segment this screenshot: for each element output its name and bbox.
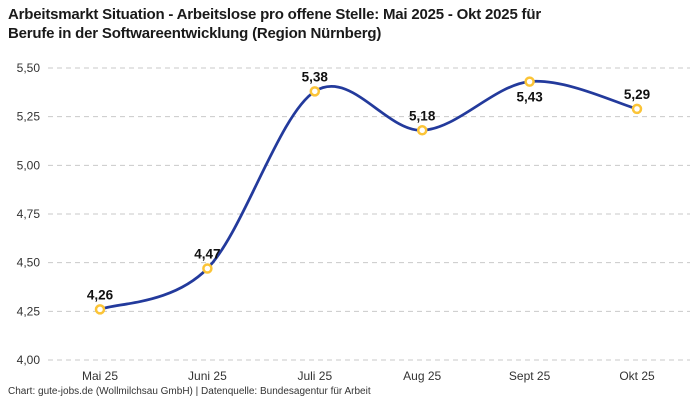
x-axis-tick-label: Okt 25 [619,369,655,383]
data-point-label: 5,38 [302,69,329,84]
data-point-label: 4,26 [87,287,114,302]
y-axis-tick-label: 4,00 [17,353,41,367]
y-axis-tick-label: 5,25 [17,110,41,124]
y-axis-tick-label: 5,50 [17,61,41,75]
chart-title: Arbeitsmarkt Situation - Arbeitslose pro… [8,5,541,43]
x-axis-tick-label: Aug 25 [403,369,441,383]
x-axis-tick-label: Mai 25 [82,369,118,383]
data-point-marker[interactable] [631,103,643,115]
trend-line [98,79,639,311]
data-point-label: 5,43 [516,90,543,105]
data-point-label: 5,29 [624,87,650,102]
x-axis-tick-label: Juli 25 [297,369,332,383]
data-point-marker[interactable] [524,76,535,87]
chart-title-line2: Berufe in der Softwareentwicklung (Regio… [8,25,382,43]
chart-footer: Chart: gute-jobs.de (Wollmilchsau GmbH) … [8,386,371,397]
y-axis-tick-label: 4,25 [17,304,41,318]
line-chart-plot-area: 4,00 4,25 4,50 4,75 5,00 5,25 5,50 Mai 25 Juni 2… [17,61,690,383]
chart-title-line1: Arbeitsmarkt Situation - Arbeitslose pro… [8,6,541,23]
data-point-label: 5,18 [409,108,436,123]
data-point-marker[interactable] [202,263,213,274]
data-point-marker[interactable] [309,86,321,97]
y-axis-tick-label: 4,50 [17,256,41,270]
x-axis-tick-label: Juni 25 [188,369,227,383]
data-point-marker[interactable] [416,125,428,136]
data-point-label: 4,47 [194,247,220,262]
x-axis-tick-label: Sept 25 [509,369,551,383]
y-axis-tick-label: 5,00 [17,158,41,172]
data-point-marker[interactable] [94,304,106,315]
y-axis-tick-label: 4,75 [17,207,41,221]
